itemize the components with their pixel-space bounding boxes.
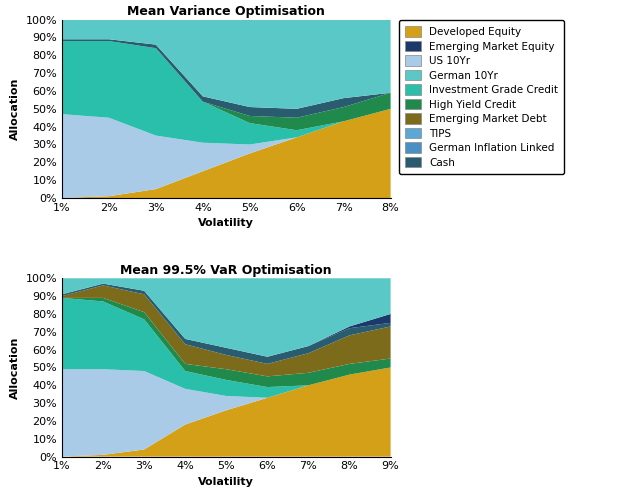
Legend: Developed Equity, Emerging Market Equity, US 10Yr, German 10Yr, Investment Grade: Developed Equity, Emerging Market Equity… [399, 20, 564, 174]
Title: Mean 99.5% VaR Optimisation: Mean 99.5% VaR Optimisation [120, 264, 332, 277]
Title: Mean Variance Optimisation: Mean Variance Optimisation [127, 5, 326, 19]
X-axis label: Volatility: Volatility [198, 218, 254, 228]
Y-axis label: Allocation: Allocation [10, 336, 20, 399]
Y-axis label: Allocation: Allocation [10, 78, 20, 140]
X-axis label: Volatility: Volatility [198, 477, 254, 487]
